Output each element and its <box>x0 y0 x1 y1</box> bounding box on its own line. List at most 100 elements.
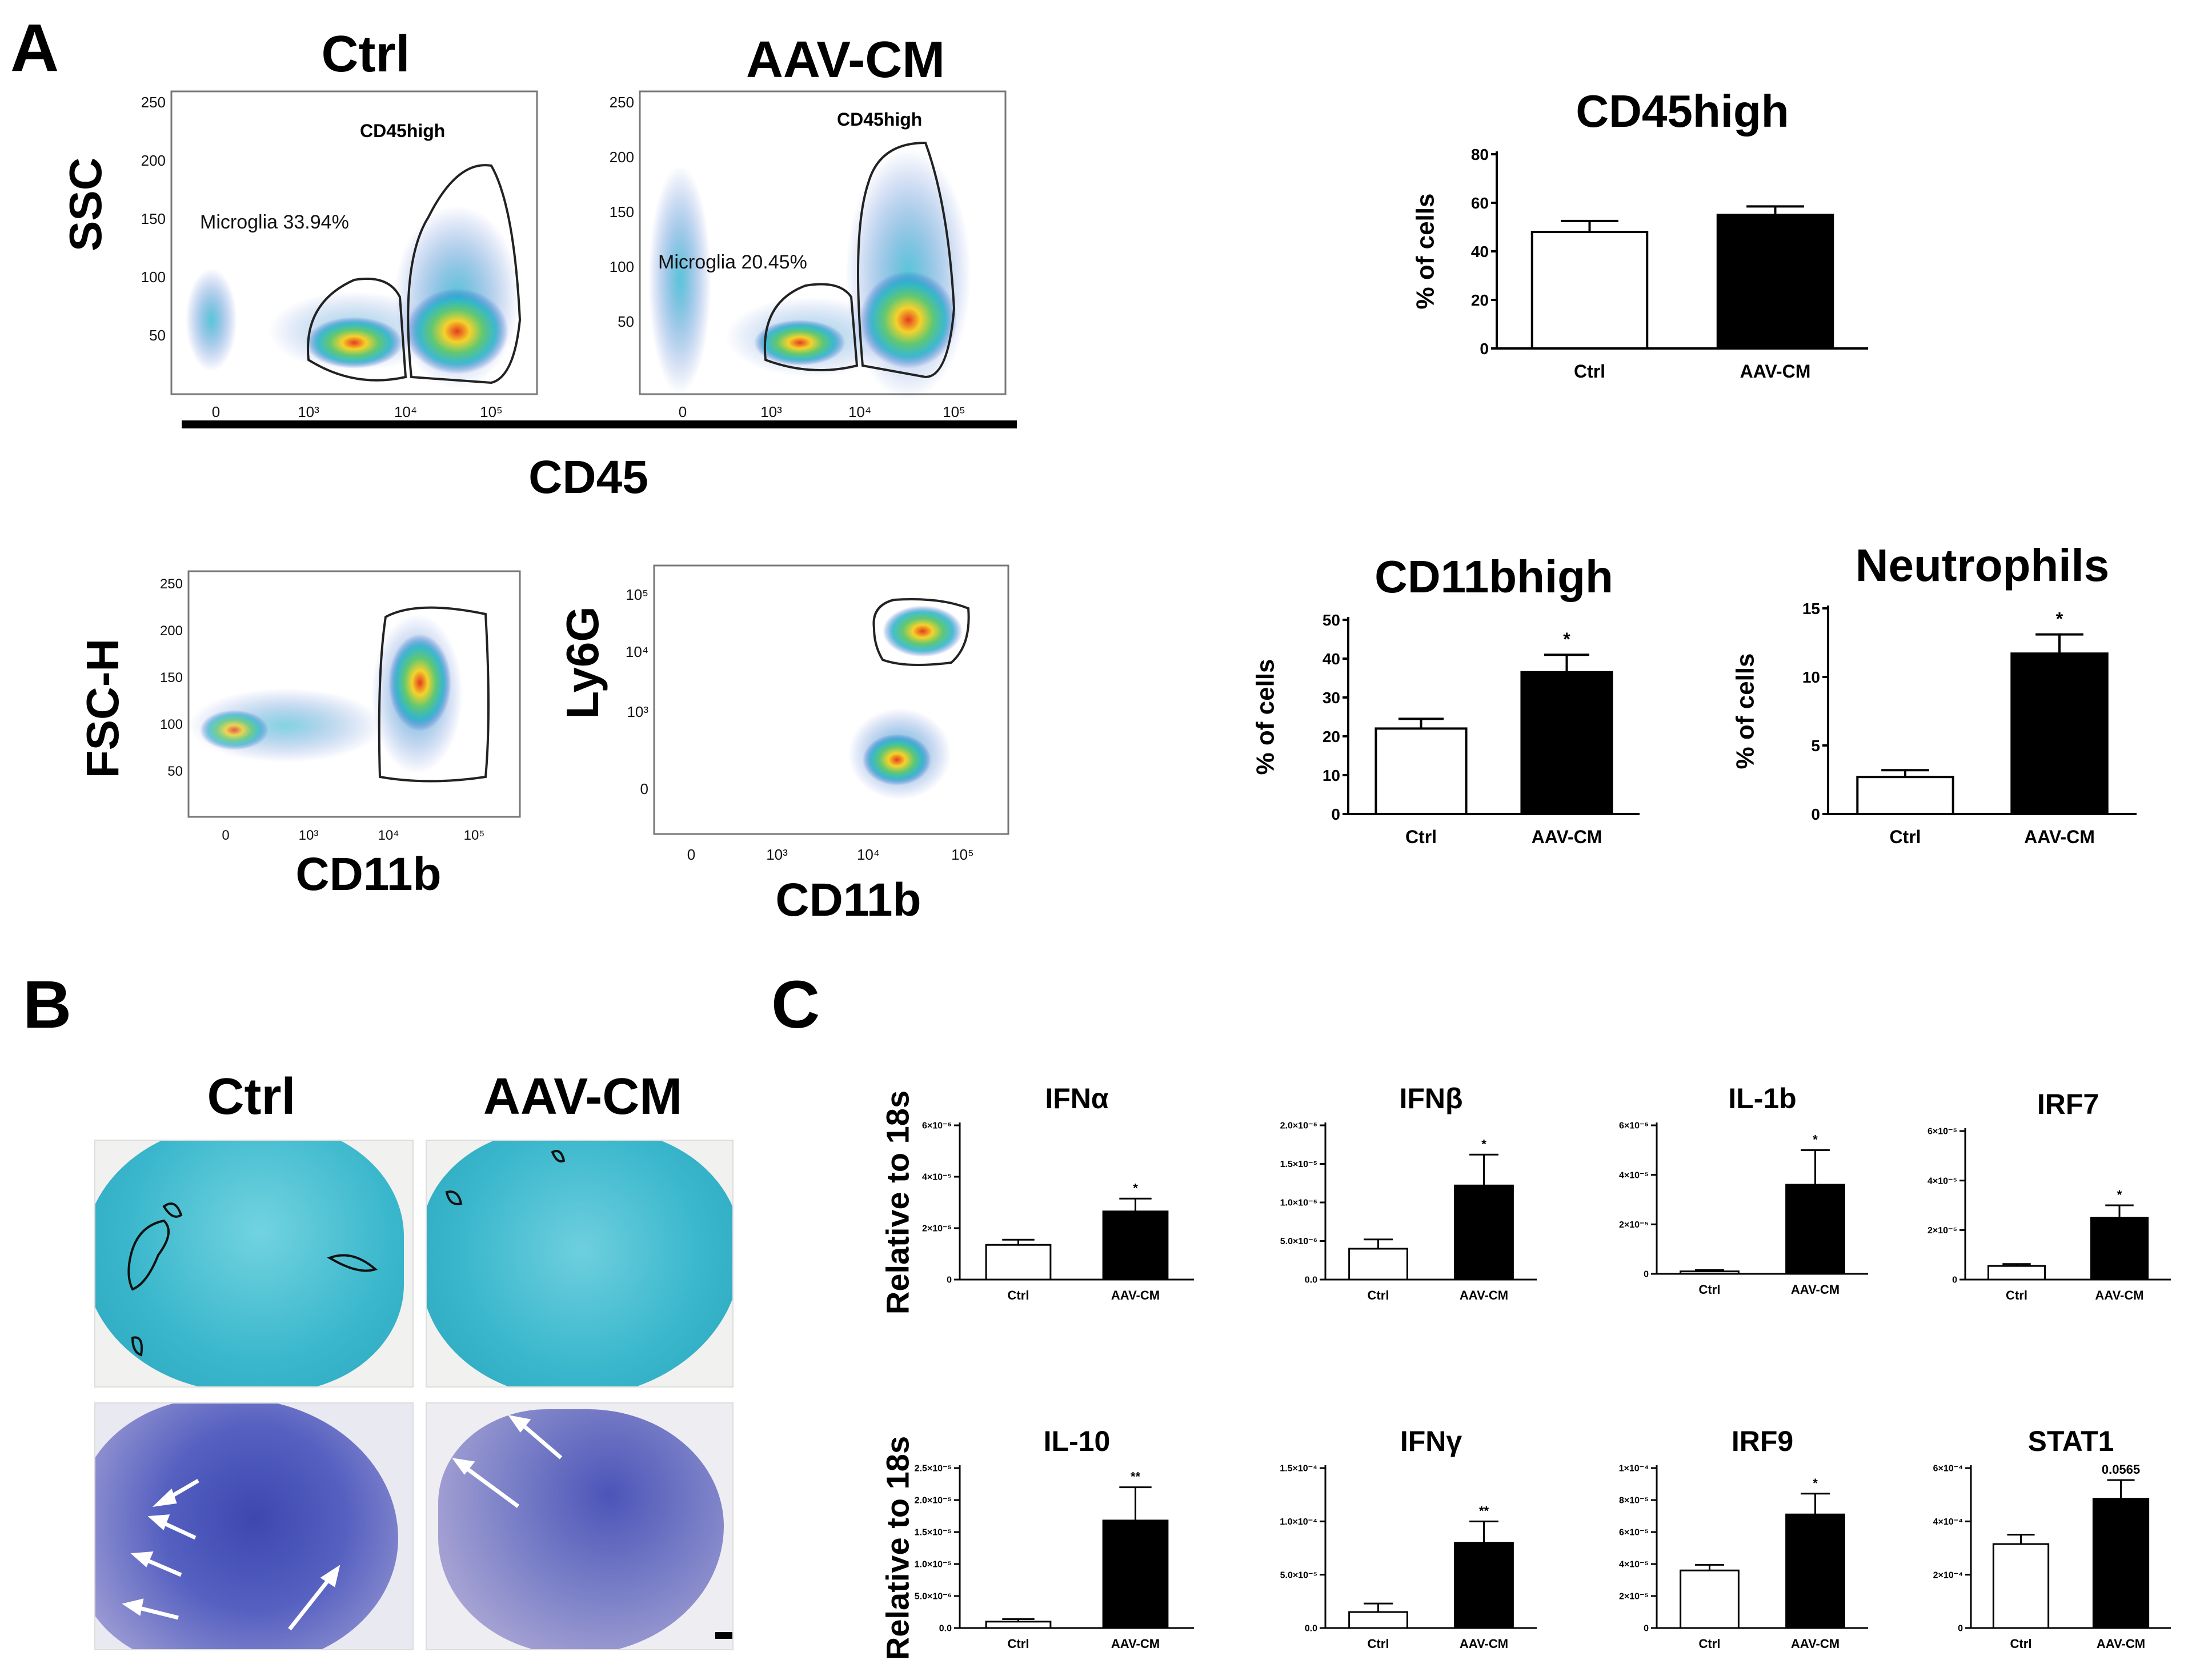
y-tick-label: 30 <box>1323 689 1340 707</box>
y-tick-label: 1.0×10⁻⁵ <box>1280 1198 1317 1208</box>
significance-label: * <box>1481 1137 1486 1151</box>
ssc-axis-label: SSC <box>60 157 111 252</box>
y-tick-label: 40 <box>1323 650 1340 668</box>
bar-ctrl <box>1680 1569 1740 1629</box>
y-tick-label: 0 <box>947 1276 952 1285</box>
y-tick-label: 0.0 <box>1305 1276 1317 1285</box>
flow3-ytick-50: 50 <box>167 764 183 779</box>
bar-ctrl <box>1992 1543 2050 1629</box>
bar-aav-cm <box>1102 1519 1169 1629</box>
y-tick-label: 2×10⁻⁵ <box>1928 1226 1957 1236</box>
flow-plot-aav: 250 200 150 100 50 0 10³ 10⁴ 10⁵ CD45hig… <box>610 90 1007 420</box>
category-label: AAV-CM <box>1111 1637 1160 1651</box>
y-tick-label: 5.0×10⁻⁶ <box>915 1592 952 1602</box>
flow2-microglia-label: Microglia 20.45% <box>658 251 807 273</box>
panel-letter-c: C <box>771 967 820 1043</box>
bar-ctrl <box>1348 1611 1408 1629</box>
significance-label: * <box>1813 1476 1818 1490</box>
category-label: AAV-CM <box>1460 1637 1508 1651</box>
flow-ctrl-title: Ctrl <box>321 26 410 83</box>
lfb-ctrl-image <box>94 1140 414 1388</box>
y-tick-label: 2×10⁻⁵ <box>922 1224 952 1234</box>
y-tick-label: 6×10⁻⁵ <box>1619 1121 1649 1131</box>
y-tick-label: 6×10⁻⁵ <box>1619 1528 1649 1538</box>
lfb-aav-image <box>426 1140 734 1388</box>
chart-ifng: IFNγ 0.0 5.0×10⁻⁵ 1.0×10⁻⁴ 1.5×10⁻⁴ Ctrl AAV-C… <box>1280 1425 1537 1651</box>
chart-ifna: IFNα Relative to 18s 0 2×10⁻⁵ 4×10⁻⁵ 6×10⁻⁵ Ct… <box>879 1082 1194 1314</box>
significance-label: * <box>2117 1188 2122 1202</box>
y-tick-label: 10 <box>1802 668 1820 686</box>
significance-label: * <box>2056 609 2063 630</box>
bar-ctrl <box>1348 1248 1408 1281</box>
chart-ylabel: % of cells <box>1252 659 1280 775</box>
y-tick-label: 2×10⁻⁵ <box>1619 1592 1649 1602</box>
bar-aav-cm <box>1102 1210 1169 1281</box>
y-tick-label: 8×10⁻⁵ <box>1619 1496 1649 1506</box>
flow-plot-ctrl: 250 200 150 100 50 0 10³ 10⁴ 10⁵ CD45hig… <box>141 90 538 420</box>
flow4-xtick-0: 0 <box>687 846 695 863</box>
category-label: Ctrl <box>2006 1288 2027 1302</box>
significance-label: * <box>1563 629 1570 649</box>
y-tick-label: 50 <box>1323 611 1340 629</box>
y-tick-label: 10 <box>1323 767 1340 784</box>
flow2-ytick-100: 100 <box>610 258 634 275</box>
bar-ctrl <box>1856 776 1954 816</box>
chart-irf7: IRF7 0 2×10⁻⁵ 4×10⁻⁵ 6×10⁻⁵ Ctrl AAV-CM * <box>1928 1088 2171 1302</box>
category-label: AAV-CM <box>1740 361 1811 382</box>
flow1-ytick-100: 100 <box>141 268 166 286</box>
y-tick-label: 80 <box>1471 146 1489 163</box>
y-tick-label: 2.0×10⁻⁵ <box>1280 1121 1317 1131</box>
category-label: Ctrl <box>1008 1288 1029 1302</box>
y-tick-label: 5.0×10⁻⁶ <box>1280 1237 1317 1246</box>
y-tick-label: 20 <box>1471 291 1489 309</box>
category-label: AAV-CM <box>2097 1637 2145 1651</box>
chart-irf9: IRF9 0 2×10⁻⁵ 4×10⁻⁵ 6×10⁻⁵ 8×10⁻⁵ 1×10⁻⁴ Ctrl A… <box>1619 1425 1868 1651</box>
chart-title: STAT1 <box>2028 1425 2114 1457</box>
flow2-ytick-50: 50 <box>618 313 634 330</box>
y-tick-label: 4×10⁻⁵ <box>1928 1176 1957 1186</box>
category-label: Ctrl <box>1889 827 1921 847</box>
flow3-xtick-1e5: 10⁵ <box>464 828 485 843</box>
significance-label: ** <box>1131 1470 1141 1484</box>
flow1-xtick-1e4: 10⁴ <box>394 403 417 420</box>
y-tick-label: 6×10⁻⁴ <box>1933 1464 1963 1474</box>
significance-label: 0.0565 <box>2102 1462 2140 1477</box>
flow2-xtick-1e3: 10³ <box>760 403 782 420</box>
bar-aav-cm <box>1454 1184 1514 1281</box>
flow3-ytick-200: 200 <box>160 623 183 639</box>
chart-ifnb: IFNβ 0.0 5.0×10⁻⁶ 1.0×10⁻⁵ 1.5×10⁻⁵ 2.0×10⁻⁵ C… <box>1280 1082 1537 1302</box>
y-tick-label: 1.0×10⁻⁴ <box>1280 1517 1317 1527</box>
flow-aav-title: AAV-CM <box>746 31 945 89</box>
panel-letter-b: B <box>23 967 72 1043</box>
y-tick-label: 0.0 <box>939 1624 952 1634</box>
flow4-ytick-0: 0 <box>640 780 648 797</box>
bar-ctrl <box>985 1244 1052 1281</box>
chart-title: IRF7 <box>2037 1088 2099 1120</box>
chart-title: CD11bhigh <box>1375 551 1613 602</box>
flow2-ytick-200: 200 <box>610 149 634 166</box>
cd11b-axis-label-1: CD11b <box>295 848 442 900</box>
y-tick-label: 4×10⁻⁵ <box>1619 1560 1649 1570</box>
flow2-xtick-1e5: 10⁵ <box>943 403 965 420</box>
flow1-gate-cd45high: CD45high <box>360 121 445 141</box>
flow4-ytick-1e5: 10⁵ <box>626 586 648 603</box>
bar-ctrl <box>985 1621 1052 1629</box>
bar-ctrl <box>1375 727 1468 815</box>
flow3-xtick-1e4: 10⁴ <box>378 828 399 843</box>
y-tick-label: 4×10⁻⁵ <box>922 1173 952 1182</box>
flow3-xtick-0: 0 <box>222 828 229 843</box>
category-label: AAV-CM <box>1460 1288 1508 1302</box>
flow4-xtick-1e5: 10⁵ <box>951 846 974 863</box>
flow3-ytick-100: 100 <box>160 717 183 732</box>
panel-letter-a: A <box>10 10 59 86</box>
chart-neutrophils: Neutrophils % of cells 0 5 10 15 Ctrl AAV-CM * <box>1732 540 2137 847</box>
cv-ctrl-arrows <box>122 1478 340 1631</box>
chart-title: IL-1b <box>1728 1082 1796 1114</box>
flow1-ytick-150: 150 <box>141 210 166 227</box>
bar-aav-cm <box>1785 1184 1845 1275</box>
histo-aav-title: AAV-CM <box>483 1068 683 1125</box>
flow3-ytick-150: 150 <box>160 670 183 685</box>
cv-ctrl-image <box>94 1402 414 1650</box>
y-tick-label: 1.5×10⁻⁵ <box>1280 1160 1317 1169</box>
y-tick-label: 1.5×10⁻⁵ <box>915 1528 952 1538</box>
